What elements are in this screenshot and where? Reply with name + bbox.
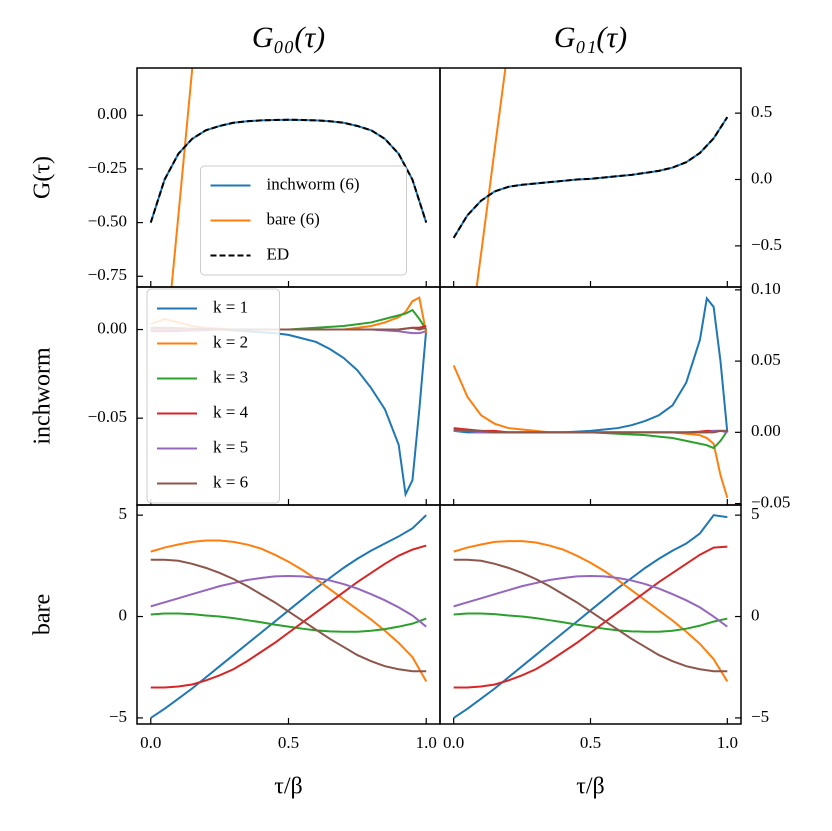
panel: 0.5 0.0 −0.5 G₀₁(τ) (439, 21, 782, 288)
x-tick-label: 0.5 (580, 733, 601, 752)
line-series (150, 574, 427, 628)
y-tick-label: 0.05 (751, 350, 781, 369)
line-series (150, 612, 427, 633)
panel: 0.00 −0.25 −0.50 −0.75 G₀₀(τ) G(τ) inchworm (6… (30, 21, 441, 288)
y-tick-label: −5 (751, 707, 769, 726)
line-series (453, 428, 728, 434)
y-tick-label: 5 (119, 504, 128, 523)
plot-area (452, 296, 729, 499)
legend-label: k = 6 (213, 472, 248, 491)
y-tick-label: 0.00 (97, 318, 127, 337)
legend-label: ED (267, 244, 290, 263)
y-tick-label: 0.5 (751, 102, 772, 121)
x-tick-label: 1.0 (717, 733, 738, 752)
line-series (150, 539, 428, 682)
line-series (150, 558, 427, 673)
y-tick-label: −0.75 (88, 265, 127, 284)
line-series (149, 118, 428, 223)
plot-area (150, 514, 428, 719)
x-axis-label: τ/β (274, 774, 303, 800)
line-series (453, 540, 729, 682)
panel: 5 0 −5 0.0 0.5 1.0 τ/β bare (30, 504, 441, 800)
y-tick-label: −0.05 (751, 492, 790, 511)
plot-area (453, 514, 729, 719)
line-series (150, 544, 427, 689)
line-series (452, 116, 729, 239)
panel: 5 0 −5 0.0 0.5 1.0 τ/β (439, 504, 769, 800)
axes-frame (439, 286, 742, 506)
line-series (453, 296, 729, 434)
panel-title: G₀₀(τ) (252, 21, 325, 54)
y-tick-label: −0.50 (88, 211, 127, 230)
y-axis-label: G(τ) (30, 156, 56, 199)
y-tick-label: −0.05 (88, 407, 127, 426)
line-series (170, 68, 194, 287)
legend-label: k = 1 (213, 297, 248, 316)
line-series (453, 545, 728, 689)
y-tick-label: 0.0 (751, 168, 772, 187)
line-series (453, 612, 728, 633)
line-series (475, 68, 507, 287)
y-tick-label: −0.25 (88, 158, 127, 177)
legend-label: bare (6) (267, 209, 320, 228)
y-tick-label: 0 (119, 605, 128, 624)
x-tick-label: 0.0 (140, 733, 161, 752)
panel-title: G₀₁(τ) (554, 21, 627, 54)
y-tick-label: 0.00 (97, 104, 127, 123)
line-series (453, 514, 728, 719)
legend-label: k = 5 (213, 437, 248, 456)
legend: k = 1 k = 2 k = 3 k = 4 k = 5 k = 6 (146, 288, 280, 504)
x-axis-label: τ/β (576, 774, 605, 800)
plot-area (149, 68, 428, 287)
x-tick-label: 0.5 (278, 733, 299, 752)
legend: inchworm (6) bare (6) ED (200, 165, 407, 276)
y-tick-label: 5 (751, 504, 760, 523)
line-series (150, 514, 427, 719)
y-tick-label: −5 (109, 707, 127, 726)
x-tick-label: 1.0 (416, 733, 437, 752)
y-tick-label: 0 (751, 605, 760, 624)
line-series (452, 116, 729, 239)
x-tick-label: 0.0 (443, 733, 464, 752)
y-tick-label: 0.10 (751, 279, 781, 298)
y-axis-label: bare (30, 594, 56, 635)
panel: 0.10 0.05 0.00 −0.05 (439, 279, 790, 511)
y-tick-label: 0.00 (751, 421, 781, 440)
legend-frame (200, 165, 407, 276)
line-series (453, 558, 728, 673)
axes-frame (439, 67, 742, 288)
legend-label: inchworm (6) (267, 174, 360, 193)
legend-label: k = 4 (213, 402, 249, 421)
legend-frame (146, 288, 280, 504)
legend-label: k = 2 (213, 332, 248, 351)
legend-label: k = 3 (213, 367, 248, 386)
plot-area (452, 68, 729, 287)
y-axis-label: inchworm (30, 347, 56, 445)
y-tick-label: −0.5 (751, 235, 782, 254)
line-series (453, 574, 728, 628)
